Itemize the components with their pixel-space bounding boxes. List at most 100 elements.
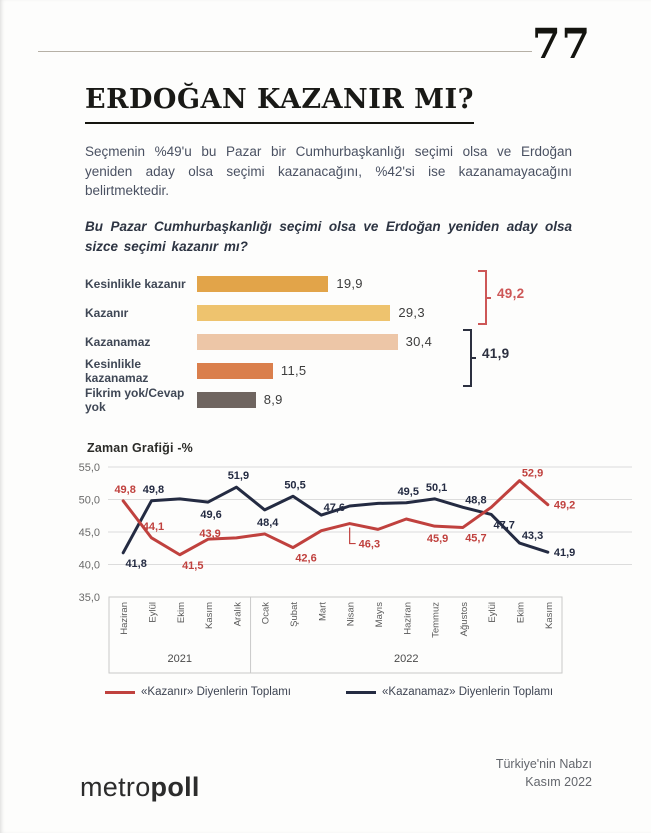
year-label: 2022 — [394, 653, 418, 665]
group-bracket-kazanir — [478, 270, 491, 326]
series-line — [121, 485, 550, 555]
legend-item-kazanamaz: «Kazanamaz» Diyenlerin Toplamı — [346, 686, 553, 698]
bar — [197, 333, 398, 350]
bar-category-label: Kesinlikle kazanamaz — [85, 356, 149, 385]
data-point-label: 44,1 — [143, 521, 164, 533]
bar-row: Fikrim yok/Cevap yok 8,9 — [85, 385, 572, 414]
data-point-label: 43,9 — [199, 528, 220, 540]
x-axis-box — [108, 596, 563, 674]
bar-row: Kazanır 29,3 — [85, 298, 572, 327]
time-series-chart: 55,0 50,0 45,0 40,0 35,0 Haziran Eylül Ekim Kası… — [60, 461, 632, 682]
bar-row: Kesinlikle kazanamaz 11,5 — [85, 356, 572, 385]
y-tick-label: 55,0 — [79, 462, 100, 474]
legend-label-kazanamaz: «Kazanamaz» Diyenlerin Toplamı — [382, 686, 554, 699]
data-point-label: 50,1 — [426, 482, 447, 494]
data-point-label: 47,6 — [324, 502, 345, 514]
y-tick-label: 35,0 — [79, 592, 100, 604]
page-title: ERDOĞAN KAZANIR MI? — [85, 84, 475, 124]
metropoll-logo: metropoll — [80, 772, 200, 803]
group-total-kazanir: 49,2 — [497, 286, 525, 302]
bar-category-label: Kazanamaz — [85, 334, 151, 349]
bar-category-label: Fikrim yok/Cevap yok — [85, 385, 185, 414]
data-point-label: 51,9 — [228, 470, 249, 482]
time-series-svg: 55,0 50,0 45,0 40,0 35,0 Haziran Eylül Ekim Kası… — [79, 462, 632, 674]
data-point-label: 41,9 — [554, 547, 575, 559]
data-point-label: 42,6 — [295, 553, 316, 565]
brand-light: metro — [80, 772, 151, 802]
data-point-label: 41,8 — [125, 558, 146, 570]
y-tick-label: 50,0 — [79, 495, 100, 507]
month-label: Haziran — [402, 602, 413, 635]
month-label: Eylül — [147, 602, 158, 623]
month-label: Ağustos — [459, 602, 470, 637]
legend-item-kazanir: «Kazanır» Diyenlerin Toplamı — [105, 686, 291, 698]
legend-label-kazanir: «Kazanır» Diyenlerin Toplamı — [141, 686, 292, 699]
series-line — [121, 479, 550, 557]
data-point-label: 50,5 — [284, 479, 305, 491]
bar — [197, 362, 273, 379]
data-point-label: 43,3 — [522, 530, 543, 542]
month-label: Aralık — [232, 602, 243, 627]
data-point-label: 49,6 — [200, 509, 221, 521]
chart-legend: «Kazanır» Diyenlerin Toplamı «Kazanamaz»… — [105, 686, 572, 698]
bar-row: Kesinlikle kazanır 19,9 — [85, 269, 572, 298]
data-point-label: 47,7 — [494, 520, 515, 532]
header-rule — [38, 51, 532, 52]
month-label: Haziran — [119, 602, 130, 635]
month-label: Kasım — [544, 602, 555, 629]
bar-category-label: Kesinlikle kazanır — [85, 276, 186, 291]
data-point-label: 41,5 — [182, 560, 203, 572]
y-tick-label: 45,0 — [79, 527, 100, 539]
bar-category-label: Kazanır — [85, 305, 129, 320]
group-bracket-kazanamaz — [463, 329, 476, 388]
edition-title: Türkiye'nin Nabzı — [495, 757, 592, 771]
group-total-kazanamaz: 41,9 — [482, 346, 510, 362]
month-label: Temmuz — [431, 602, 442, 638]
intro-paragraph: Seçmenin %49'u bu Pazar bir Cumhurbaşkan… — [85, 144, 572, 199]
month-label: Ocak — [261, 602, 272, 624]
data-point-label: 49,8 — [143, 484, 164, 496]
data-point-label: 45,7 — [465, 533, 486, 545]
bar — [197, 275, 329, 292]
bar-value: 11,5 — [280, 363, 307, 379]
data-point-label: 46,3 — [359, 539, 380, 551]
bar-value: 19,9 — [336, 276, 363, 292]
report-edition: Türkiye'nin Nabzı Kasım 2022 — [496, 755, 592, 791]
month-label: Mart — [317, 602, 328, 621]
data-point-label: 45,9 — [427, 533, 448, 545]
year-label: 2021 — [168, 653, 192, 665]
bar-value: 29,3 — [398, 305, 425, 321]
bracket-tick — [470, 357, 476, 360]
month-label: Ekim — [176, 602, 187, 623]
label-callout — [349, 527, 356, 545]
bar-row: Kazanamaz 30,4 — [85, 327, 572, 356]
brand-bold: poll — [150, 772, 200, 802]
month-label: Şubat — [289, 602, 300, 627]
time-chart-title: Zaman Grafiği -% — [87, 441, 193, 456]
data-point-label: 49,5 — [398, 486, 419, 498]
bar — [197, 304, 391, 321]
month-label: Ekim — [516, 602, 527, 623]
data-point-label: 48,8 — [465, 494, 486, 506]
bar — [197, 391, 256, 408]
data-point-label: 52,9 — [522, 468, 543, 480]
data-point-label: 48,4 — [257, 517, 279, 529]
kazanir-line-swatch-icon — [105, 690, 135, 694]
kazanamaz-line-swatch-icon — [346, 690, 377, 694]
month-label: Eylül — [487, 602, 498, 623]
month-label: Kasım — [204, 602, 215, 629]
page-content: ERDOĞAN KAZANIR MI? Seçmenin %49'u bu Pa… — [60, 84, 632, 698]
bar-value: 30,4 — [405, 334, 433, 350]
month-label: Mayıs — [374, 602, 385, 628]
survey-question: Bu Pazar Cumhurbaşkanlığı seçimi olsa ve… — [85, 218, 572, 254]
y-tick-label: 40,0 — [79, 560, 100, 572]
edition-date: Kasım 2022 — [525, 775, 592, 790]
page-number: 77 — [531, 20, 591, 68]
data-point-label: 49,2 — [554, 500, 575, 512]
bar-value: 8,9 — [263, 392, 283, 408]
bar-chart: Kesinlikle kazanır 19,9 Kazanır 29,3 Kazanam… — [85, 269, 572, 417]
data-point-label: 49,8 — [114, 484, 135, 496]
month-label: Nisan — [346, 602, 357, 626]
bracket-tick — [485, 296, 491, 299]
